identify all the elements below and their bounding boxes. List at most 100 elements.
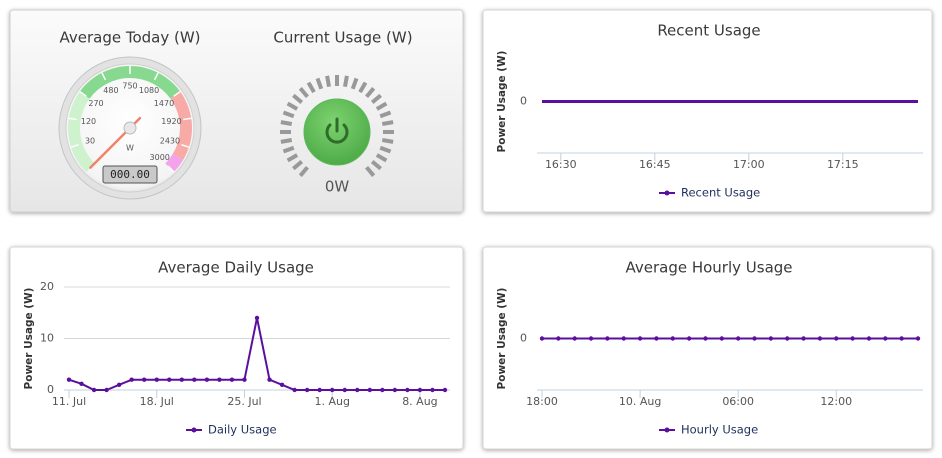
y-tick-label: 20 [40,280,54,293]
x-tick-label: 16:30 [545,158,577,171]
power-ring-dash [280,120,293,126]
legend-label: Hourly Usage [681,423,758,437]
y-axis-title: Power Usage (W) [496,51,508,153]
series-point [801,336,806,341]
power-ring-dash [379,110,392,119]
gauge-tick-label: 750 [122,82,137,91]
x-tick-label: 17:15 [827,158,859,171]
series-point [154,377,159,382]
series-point [637,336,643,341]
power-ring-dash [315,77,324,90]
series-point [392,387,398,393]
gauge-tick-label: 1080 [139,86,159,95]
legend-label: Recent Usage [681,186,760,200]
legend-symbol [191,427,197,433]
gauge-tick-label: 3000 [150,153,170,162]
x-tick-label: 1. Aug [314,395,349,408]
series-point [556,336,561,341]
gauge-tick [183,117,192,121]
series-point [317,387,322,393]
series-point [330,387,335,393]
series-point [254,315,260,321]
series-point [142,377,147,382]
power-ring-dash [370,93,382,104]
series-point [442,387,448,393]
series-point [915,336,921,341]
power-ring-dash [370,160,382,171]
series-point [768,336,774,341]
series-point [588,336,594,341]
x-tick-label: 10. Aug [619,395,661,408]
power-icon [325,123,349,144]
series-point [654,336,659,341]
panel [9,246,464,450]
gauge-tick [79,90,87,97]
power-ring-dash [286,153,299,163]
x-tick-label: 17:00 [733,158,765,171]
y-axis-title: Power Usage (W) [496,288,508,390]
gauge-band [170,91,192,161]
series-point [817,336,823,341]
series-point [621,336,626,341]
series-point [279,382,285,388]
series-point [850,336,855,341]
gauge-tick-label: 270 [88,99,103,108]
y-tick-label: 0 [47,383,54,396]
power-ring-dash [282,110,295,119]
gauge-tick-label: 1920 [161,117,181,126]
power-title: Current Usage (W) [273,29,412,47]
series-point [179,377,184,382]
series-point [752,336,757,341]
chart-title: Average Daily Usage [158,259,314,277]
x-tick-label: 16:45 [639,158,671,171]
series-point [104,387,109,393]
series-point [116,382,122,388]
power-ring-dash [282,145,295,154]
series-point [204,377,210,382]
power-ring-dash [292,160,304,171]
x-tick-label: 06:00 [722,395,754,408]
y-tick-label: 10 [40,332,54,345]
series-point [605,336,610,341]
legend-symbol [664,190,670,196]
series-point [405,387,410,393]
chart-title: Recent Usage [657,22,760,40]
series-point [267,377,272,382]
gauge-tick-label: 120 [81,117,96,126]
gauge-title: Average Today (W) [59,29,200,47]
x-tick-label: 18:00 [526,395,558,408]
chart-title: Average Hourly Usage [625,259,792,277]
gauge-tick [167,165,175,173]
power-ring-dash [306,81,316,94]
series-point [430,387,435,393]
power-ring-dash [375,101,388,111]
power-ring-dash [375,153,388,163]
legend-label: Daily Usage [208,423,277,437]
series-point [883,336,888,341]
x-tick-label: 12:00 [820,395,852,408]
gauge-tick-label: 2430 [160,136,180,145]
y-tick-label: 0 [520,95,527,108]
series-point [66,377,72,382]
gauge-tick [70,143,79,148]
power-ring-dash [325,75,331,88]
series-point [686,336,692,341]
series-point [719,336,725,341]
series-point [834,336,839,341]
series-point [735,336,741,341]
legend-symbol [664,427,670,433]
gauge-hub [123,121,137,135]
power-ring-dash [381,138,394,144]
gauge-tick [181,143,190,148]
series-point [229,377,235,382]
series-point [242,377,247,382]
power-ring-dash [298,165,309,177]
power-ring-dash [365,87,376,99]
series-point [380,387,385,393]
y-tick-label: 0 [520,332,527,345]
y-axis-title: Power Usage (W) [23,288,35,390]
power-ring-dash [292,93,304,104]
panel [482,9,933,213]
power-ring-dash [379,145,392,154]
